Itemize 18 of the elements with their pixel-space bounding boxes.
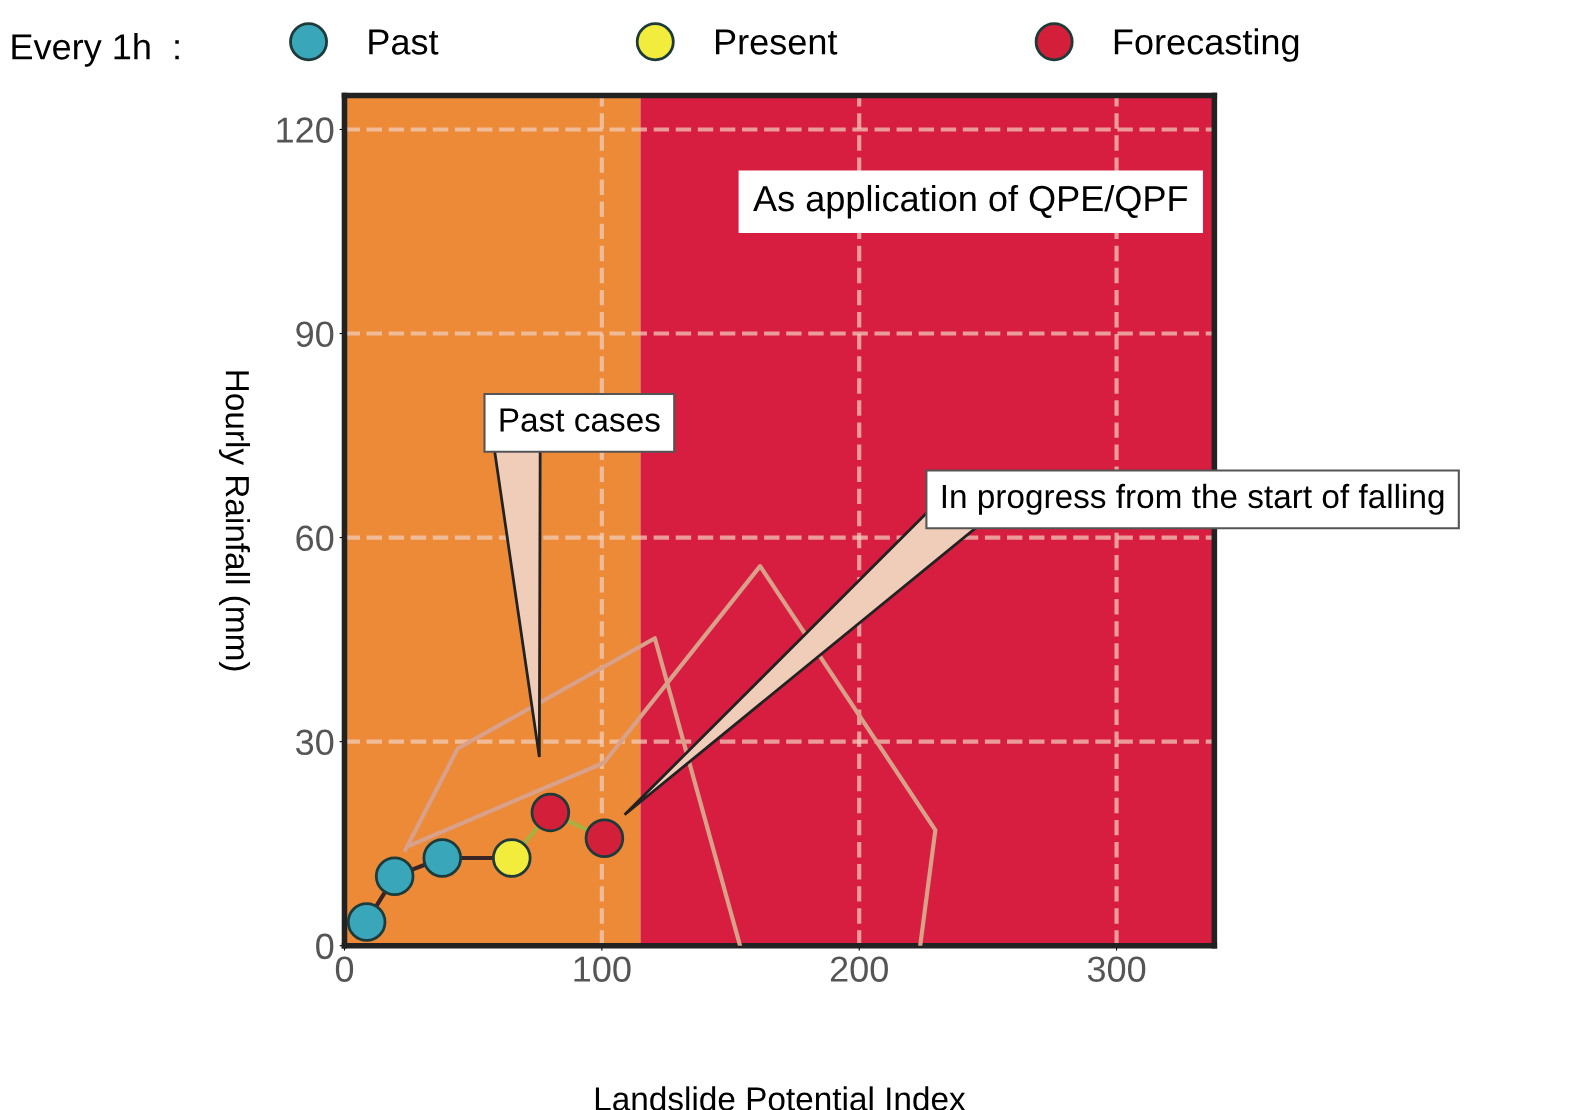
legend-title: Every 1h :: [12, 33, 179, 67]
x-tick-label: 300: [1087, 956, 1146, 982]
x-tick-label: 100: [574, 956, 631, 982]
legend-label: Forecasting: [1114, 28, 1299, 62]
annotation: Past cases: [500, 408, 660, 432]
y-tick-label: 90: [296, 321, 334, 347]
legend-label: Past: [369, 29, 439, 55]
annotation: As application of QPE/QPF: [753, 184, 1188, 219]
y-tick-label: 60: [296, 525, 334, 552]
x-tick-label: 200: [830, 956, 888, 982]
x-tick-label: 0: [335, 956, 354, 982]
y-tick-label: 30: [295, 729, 334, 756]
y-tick-label: 0: [316, 933, 334, 960]
x-axis-title: Landslide Potential Index: [595, 1086, 966, 1110]
annotation: In progress from the start of falling: [942, 483, 1444, 515]
legend-label: Present: [715, 29, 838, 55]
y-tick-label: 120: [277, 117, 334, 143]
y-axis-title: Hourly Rainfall (mm): [218, 371, 251, 671]
